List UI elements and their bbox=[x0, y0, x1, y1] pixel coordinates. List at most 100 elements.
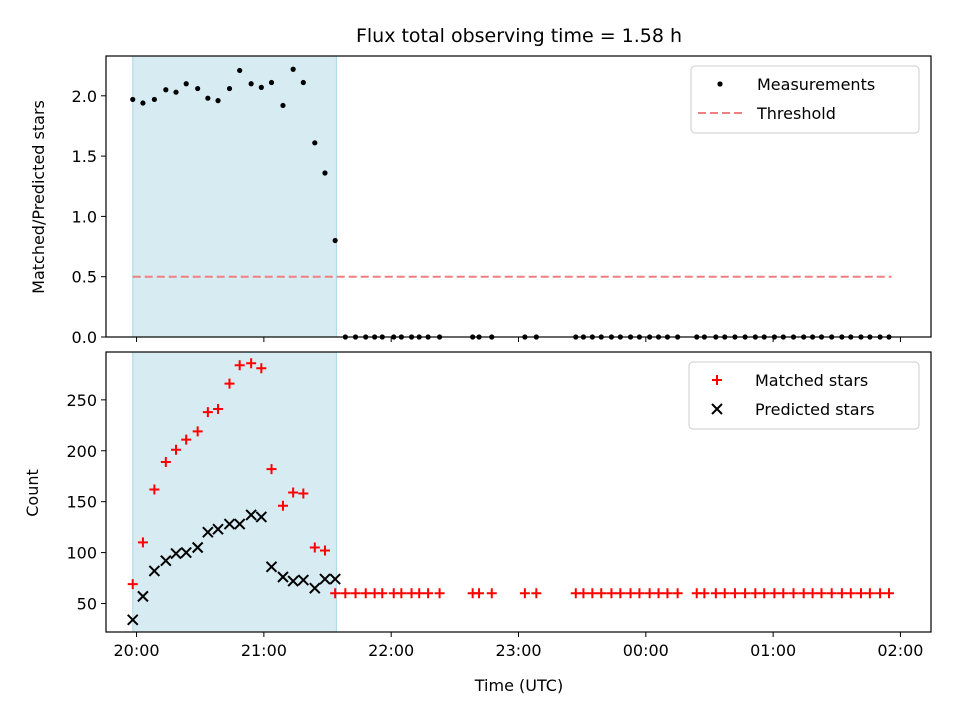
predicted-star-point bbox=[148, 565, 161, 577]
matched-star-point bbox=[377, 588, 388, 599]
matched-star-point bbox=[769, 588, 780, 599]
measurement-point bbox=[183, 81, 189, 87]
matched-star-point bbox=[644, 588, 655, 599]
matched-star-point bbox=[298, 488, 309, 499]
bottom-y-axis-label: Count bbox=[23, 469, 42, 517]
matched-star-point bbox=[710, 588, 721, 599]
matched-star-point bbox=[277, 500, 288, 511]
matched-star-point bbox=[486, 588, 497, 599]
measurement-point bbox=[258, 84, 264, 90]
predicted-star-point bbox=[202, 526, 214, 538]
matched-star-point bbox=[855, 588, 866, 599]
matched-star-point bbox=[192, 426, 203, 437]
bottom-legend-box bbox=[688, 361, 920, 430]
top-y-axis-label: Matched/Predicted stars bbox=[29, 100, 48, 294]
x-tick-label: 02:00 bbox=[877, 641, 923, 660]
matched-star-point bbox=[396, 588, 407, 599]
matched-star-point bbox=[699, 588, 710, 599]
matched-star-point bbox=[634, 588, 645, 599]
bottom-y-tick-label: 250 bbox=[66, 391, 97, 410]
legend-predicted-marker bbox=[711, 403, 723, 415]
matched-star-point bbox=[625, 588, 636, 599]
matched-star-point bbox=[788, 588, 799, 599]
matched-star-point bbox=[137, 537, 148, 548]
bottom-observing-span bbox=[132, 351, 337, 633]
measurement-point bbox=[140, 100, 146, 106]
matched-star-point bbox=[234, 360, 245, 371]
top-y-tick-label: 2.0 bbox=[72, 87, 97, 106]
matched-star-point bbox=[224, 378, 235, 389]
matched-star-point bbox=[719, 588, 730, 599]
matched-star-point bbox=[883, 588, 894, 599]
x-tick-label: 20:00 bbox=[114, 641, 160, 660]
predicted-star-point bbox=[233, 518, 246, 530]
bottom-y-tick-label: 150 bbox=[66, 493, 97, 512]
measurement-point bbox=[163, 87, 169, 93]
matched-star-point bbox=[160, 456, 171, 467]
legend-measurements-label: Measurements bbox=[757, 75, 875, 94]
predicted-star-point bbox=[309, 582, 321, 594]
matched-star-point bbox=[606, 588, 617, 599]
measurement-point bbox=[280, 102, 286, 109]
x-tick-label: 23:00 bbox=[495, 641, 541, 660]
matched-star-point bbox=[330, 588, 341, 599]
measurement-point bbox=[215, 98, 221, 104]
matched-star-point bbox=[519, 588, 530, 599]
top-y-tick-label: 1.5 bbox=[72, 147, 97, 166]
matched-star-point bbox=[816, 588, 827, 599]
measurement-point bbox=[130, 96, 136, 103]
predicted-star-point bbox=[212, 523, 224, 535]
matched-star-point bbox=[171, 444, 182, 455]
measurement-point bbox=[290, 66, 296, 72]
predicted-star-point bbox=[319, 573, 331, 585]
measurement-point bbox=[332, 237, 338, 244]
matched-star-point bbox=[729, 588, 740, 599]
matched-star-point bbox=[750, 588, 761, 599]
measurement-point bbox=[205, 95, 211, 101]
matched-star-point bbox=[778, 588, 789, 599]
matched-star-point bbox=[653, 588, 664, 599]
top-legend-box bbox=[690, 65, 920, 134]
matched-star-point bbox=[319, 545, 330, 556]
x-axis-label: Time (UTC) bbox=[474, 676, 563, 695]
measurement-point bbox=[237, 67, 243, 74]
predicted-star-point bbox=[170, 547, 182, 560]
matched-star-point bbox=[798, 588, 809, 599]
predicted-star-point bbox=[160, 555, 172, 567]
matched-star-point bbox=[181, 434, 192, 445]
measurement-point bbox=[226, 85, 233, 92]
legend-predicted-label: Predicted stars bbox=[755, 400, 875, 419]
top-observing-span bbox=[132, 55, 337, 338]
top-y-tick-label: 0.0 bbox=[72, 328, 97, 347]
measurement-point bbox=[322, 170, 328, 176]
legend-matched-marker bbox=[712, 375, 722, 385]
predicted-star-point bbox=[137, 590, 149, 603]
legend-threshold-label: Threshold bbox=[756, 104, 836, 123]
matched-star-point bbox=[434, 588, 445, 599]
matched-star-point bbox=[875, 588, 886, 599]
matched-star-point bbox=[127, 579, 138, 590]
predicted-star-point bbox=[287, 575, 299, 587]
predicted-star-point bbox=[297, 574, 310, 586]
measurement-point bbox=[312, 140, 318, 146]
matched-star-point bbox=[836, 588, 847, 599]
x-tick-label: 00:00 bbox=[623, 641, 669, 660]
matched-star-point bbox=[864, 588, 875, 599]
matched-star-point bbox=[672, 588, 683, 599]
matched-star-point bbox=[662, 588, 673, 599]
predicted-star-point bbox=[265, 561, 278, 573]
matched-star-point bbox=[474, 588, 485, 599]
measurement-point bbox=[195, 85, 201, 92]
matched-star-point bbox=[149, 484, 160, 495]
matched-star-point bbox=[414, 588, 425, 599]
matched-star-point bbox=[309, 542, 320, 553]
predicted-star-point bbox=[180, 546, 192, 559]
matched-star-point bbox=[256, 363, 267, 374]
chart-title: Flux total observing time = 1.58 h bbox=[356, 25, 682, 47]
matched-star-point bbox=[423, 588, 434, 599]
predicted-star-point bbox=[223, 518, 236, 530]
matched-star-point bbox=[615, 588, 626, 599]
predicted-star-point bbox=[127, 614, 139, 626]
